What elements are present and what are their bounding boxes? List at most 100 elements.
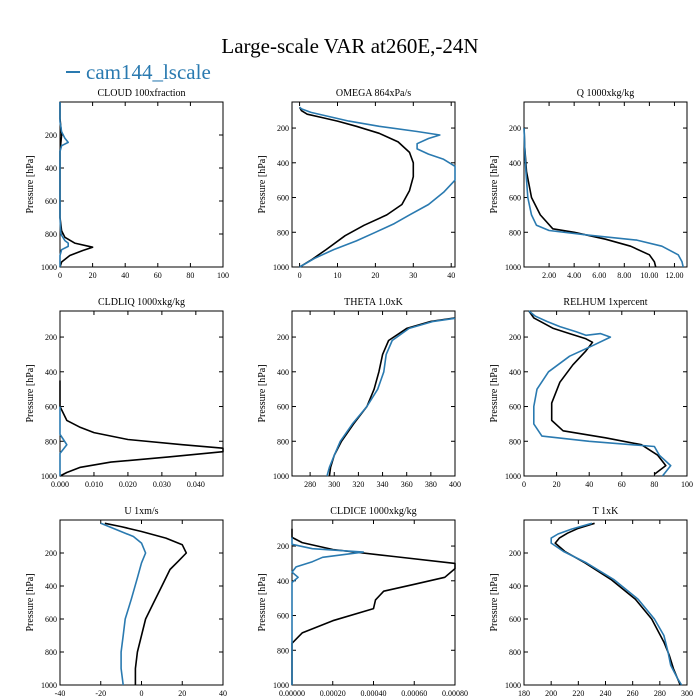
plot-frame	[523, 310, 688, 477]
x-tick-label: 4.00	[567, 271, 581, 280]
legend: cam144_lscale	[66, 60, 211, 85]
y-tick-label: 600	[509, 403, 521, 412]
x-tick-label: 0.00000	[279, 689, 305, 698]
y-axis-label: Pressure [hPa]	[257, 573, 268, 631]
x-tick-label: 80	[186, 271, 194, 280]
x-tick-label: 300	[681, 689, 693, 698]
chart-panel: THETA 1.0xK Pressure [hPa] 200 400 600 800 100…	[257, 297, 461, 489]
chart-title: Large-scale VAR at260E,-24N	[221, 34, 479, 58]
x-tick-label: 0.020	[119, 480, 137, 489]
y-tick-label: 600	[509, 615, 521, 624]
x-tick-label: 0	[522, 480, 526, 489]
x-tick-label: 340	[377, 480, 389, 489]
y-tick-label: 600	[277, 403, 289, 412]
x-tick-label: 0	[298, 271, 302, 280]
x-tick-label: 0.00080	[442, 689, 468, 698]
panel-title: CLOUD 100xfraction	[97, 88, 185, 99]
x-tick-label: 360	[401, 480, 413, 489]
x-tick-label: 12.00	[665, 271, 683, 280]
x-tick-label: 2.00	[542, 271, 556, 280]
series-line-model	[523, 128, 657, 268]
y-tick-label: 1000	[41, 681, 57, 690]
legend-series-label: cam144_lscale	[86, 60, 211, 84]
y-axis-label: Pressure [hPa]	[25, 573, 36, 631]
y-tick-label: 1000	[41, 263, 57, 272]
plot-frame	[523, 519, 688, 686]
y-tick-label: 200	[45, 549, 57, 558]
y-tick-label: 400	[45, 582, 57, 591]
y-tick-label: 200	[277, 333, 289, 342]
x-tick-label: 30	[409, 271, 417, 280]
x-tick-label: 40	[219, 689, 227, 698]
series-line-cam144-lscale	[100, 522, 147, 686]
series-line-model	[298, 106, 415, 268]
x-tick-label: 280	[304, 480, 316, 489]
x-tick-label: 0.010	[85, 480, 103, 489]
y-tick-label: 800	[45, 230, 57, 239]
x-tick-label: 240	[600, 689, 612, 698]
x-tick-label: 80	[650, 480, 658, 489]
y-tick-label: 600	[277, 612, 289, 621]
x-tick-label: 320	[352, 480, 364, 489]
x-tick-label: 0	[58, 271, 62, 280]
y-tick-label: 1000	[273, 681, 289, 690]
plot-frame	[291, 310, 456, 477]
plot-frame	[59, 310, 224, 477]
y-tick-label: 400	[509, 368, 521, 377]
x-tick-label: 260	[627, 689, 639, 698]
y-tick-label: 800	[277, 646, 289, 655]
x-tick-label: 40	[585, 480, 593, 489]
y-tick-label: 800	[45, 648, 57, 657]
series-line-cam144-lscale	[59, 406, 68, 476]
y-tick-label: 600	[45, 197, 57, 206]
x-tick-label: 8.00	[617, 271, 631, 280]
y-tick-label: 200	[509, 549, 521, 558]
y-tick-label: 800	[509, 228, 521, 237]
x-tick-label: 380	[425, 480, 437, 489]
x-tick-label: 40	[121, 271, 129, 280]
chart-panel: Q 1000xkg/kg Pressure [hPa] 200 400 600 800 10…	[489, 88, 688, 280]
y-tick-label: 1000	[505, 263, 521, 272]
x-tick-label: 100	[681, 480, 693, 489]
y-axis-label: Pressure [hPa]	[257, 364, 268, 422]
series-line-cam144-lscale	[299, 106, 456, 268]
y-tick-label: 800	[509, 648, 521, 657]
y-tick-label: 800	[277, 437, 289, 446]
plot-frame	[291, 101, 456, 268]
x-tick-label: 10	[333, 271, 341, 280]
x-tick-label: 300	[328, 480, 340, 489]
legend-line-swatch	[66, 71, 80, 74]
x-tick-label: -20	[95, 689, 106, 698]
plot-frame	[523, 101, 688, 268]
y-tick-label: 1000	[41, 472, 57, 481]
y-tick-label: 400	[45, 368, 57, 377]
x-tick-label: 0.030	[153, 480, 171, 489]
x-tick-label: 180	[518, 689, 530, 698]
x-tick-label: 6.00	[592, 271, 606, 280]
y-tick-label: 200	[509, 333, 521, 342]
y-tick-label: 200	[277, 124, 289, 133]
x-tick-label: 400	[449, 480, 461, 489]
series-line-model	[59, 380, 224, 477]
plot-frame	[59, 101, 224, 268]
y-axis-label: Pressure [hPa]	[25, 155, 36, 213]
y-tick-label: 800	[45, 437, 57, 446]
y-tick-label: 1000	[273, 472, 289, 481]
panel-title: CLDICE 1000xkg/kg	[330, 506, 416, 517]
y-tick-label: 600	[277, 194, 289, 203]
y-tick-label: 800	[277, 228, 289, 237]
series-line-model	[104, 522, 188, 685]
y-tick-label: 200	[45, 333, 57, 342]
y-tick-label: 400	[277, 577, 289, 586]
x-tick-label: 0.000	[51, 480, 69, 489]
series-line-cam144-lscale	[291, 537, 365, 685]
y-tick-label: 400	[277, 368, 289, 377]
y-tick-label: 800	[509, 437, 521, 446]
panel-title: U 1xm/s	[124, 506, 158, 517]
x-tick-label: 0.00040	[361, 689, 387, 698]
x-tick-label: 280	[654, 689, 666, 698]
